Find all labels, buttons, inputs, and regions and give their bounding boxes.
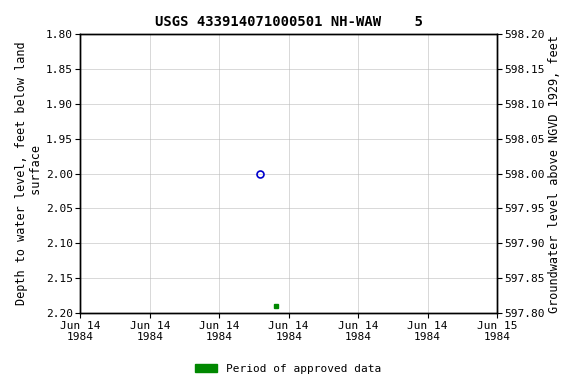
Y-axis label: Groundwater level above NGVD 1929, feet: Groundwater level above NGVD 1929, feet — [548, 35, 561, 313]
Legend: Period of approved data: Period of approved data — [191, 359, 385, 379]
Y-axis label: Depth to water level, feet below land
 surface: Depth to water level, feet below land su… — [15, 42, 43, 305]
Title: USGS 433914071000501 NH-WAW    5: USGS 433914071000501 NH-WAW 5 — [155, 15, 423, 29]
